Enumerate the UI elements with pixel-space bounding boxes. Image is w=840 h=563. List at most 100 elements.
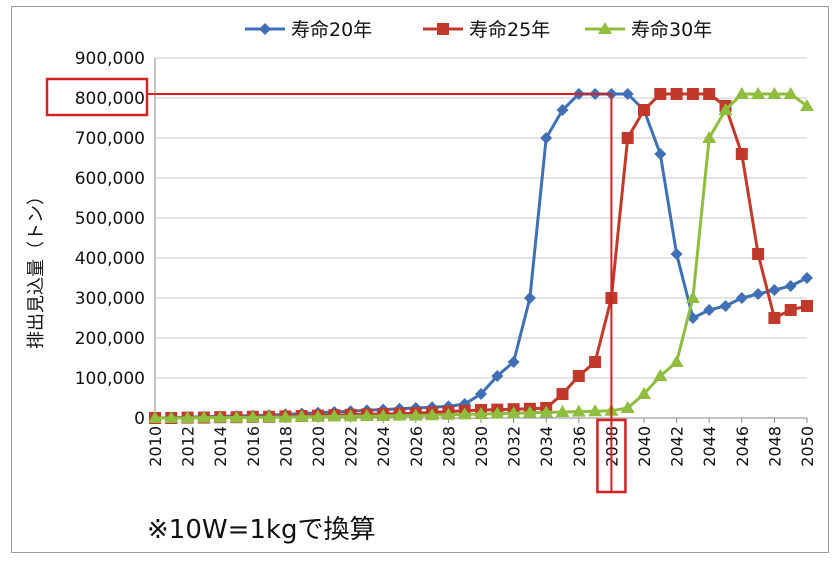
data-point — [457, 407, 472, 420]
data-point — [768, 284, 781, 296]
data-point — [768, 312, 781, 324]
data-point — [164, 411, 179, 423]
data-point — [474, 407, 488, 419]
data-point — [278, 410, 293, 423]
y-tick-label: 600,000 — [75, 169, 145, 189]
y-tick-label: 500,000 — [75, 209, 145, 229]
y-tick-label: 300,000 — [75, 289, 145, 309]
data-point — [213, 410, 228, 423]
x-tick-label: 2040 — [635, 426, 654, 467]
legend-marker — [259, 23, 271, 35]
data-point — [294, 409, 309, 422]
data-point — [311, 409, 325, 422]
data-point — [392, 408, 407, 421]
data-point — [718, 103, 733, 115]
data-point — [620, 401, 635, 413]
data-point — [196, 410, 211, 423]
data-point — [654, 88, 667, 100]
y-tick-label: 100,000 — [75, 369, 145, 389]
y-tick-label: 900,000 — [75, 49, 145, 69]
x-tick-label: 2026 — [407, 426, 426, 467]
data-point — [475, 388, 487, 400]
data-point — [441, 407, 456, 420]
data-point — [685, 291, 700, 303]
data-point — [556, 104, 569, 116]
data-point — [359, 409, 374, 421]
data-point — [751, 87, 766, 99]
data-point — [148, 411, 162, 423]
x-tick-label: 2018 — [276, 426, 295, 467]
data-point — [653, 369, 668, 381]
data-point — [229, 410, 244, 423]
highlight-x-box — [596, 418, 627, 494]
legend-label: 寿命30年 — [631, 19, 712, 41]
data-point — [491, 370, 504, 382]
legend-label: 寿命25年 — [469, 19, 550, 41]
data-point — [800, 99, 814, 111]
series-3 — [148, 87, 814, 423]
data-point — [555, 405, 570, 417]
line-chart: 0 100,000 200,000 300,000 400,000 500,000 600,… — [26, 19, 817, 494]
legend-item-3: 寿命30年 — [585, 19, 712, 41]
legend-marker — [598, 22, 612, 34]
data-point — [425, 408, 440, 421]
conversion-note: ※10W=1kgで換算 — [147, 515, 376, 545]
data-point — [245, 410, 260, 423]
data-point — [589, 356, 602, 368]
data-point — [735, 148, 748, 160]
data-point — [670, 88, 683, 100]
y-tick-label: 400,000 — [75, 249, 145, 269]
data-point — [621, 88, 634, 100]
data-point — [734, 87, 749, 99]
data-point — [638, 104, 650, 116]
data-point — [556, 388, 569, 400]
chart-frame: 0 100,000 200,000 300,000 400,000 500,000 600,… — [11, 6, 829, 553]
y-tick-label: 200,000 — [75, 329, 145, 349]
data-point — [654, 148, 667, 160]
data-point — [523, 292, 536, 304]
x-tick-label: 2010 — [146, 426, 165, 467]
data-point — [376, 409, 391, 421]
x-tick-label: 2016 — [244, 426, 263, 467]
highlight-y-box — [45, 77, 149, 117]
data-point — [752, 248, 765, 260]
data-point — [571, 404, 586, 417]
x-tick-label: 2048 — [765, 426, 784, 467]
x-tick-label: 2014 — [211, 426, 230, 467]
data-point — [262, 410, 277, 423]
y-axis-title: 排出見込量（トン） — [26, 187, 47, 349]
x-tick-label: 2030 — [472, 426, 491, 467]
data-point — [572, 370, 585, 382]
data-point — [522, 405, 537, 418]
data-point — [752, 288, 765, 300]
data-point — [343, 409, 358, 422]
x-tick-label: 2042 — [668, 426, 687, 467]
data-point — [670, 248, 683, 260]
data-point — [637, 387, 651, 399]
data-point — [767, 87, 782, 99]
x-tick-label: 2024 — [374, 426, 393, 467]
x-tick-label: 2028 — [439, 426, 458, 467]
data-point — [735, 292, 748, 304]
data-point — [539, 405, 554, 418]
x-tick-label: 2050 — [798, 426, 817, 467]
data-point — [669, 355, 684, 367]
data-point — [784, 280, 797, 292]
data-point — [540, 132, 553, 144]
x-tick-label: 2020 — [309, 426, 328, 467]
data-point — [327, 409, 342, 422]
data-point — [490, 406, 505, 419]
x-tick-label: 2044 — [700, 426, 719, 467]
x-tick-label: 2034 — [537, 426, 556, 467]
y-tick-label: 0 — [134, 409, 145, 429]
data-point — [801, 300, 813, 312]
data-point — [783, 87, 798, 99]
data-point — [506, 406, 521, 419]
x-tick-label: 2036 — [570, 426, 589, 467]
data-point — [703, 88, 716, 100]
x-tick-label: 2032 — [505, 426, 524, 467]
data-point — [180, 411, 195, 423]
legend-marker — [437, 23, 449, 35]
data-point — [703, 304, 716, 316]
data-point — [408, 408, 423, 421]
